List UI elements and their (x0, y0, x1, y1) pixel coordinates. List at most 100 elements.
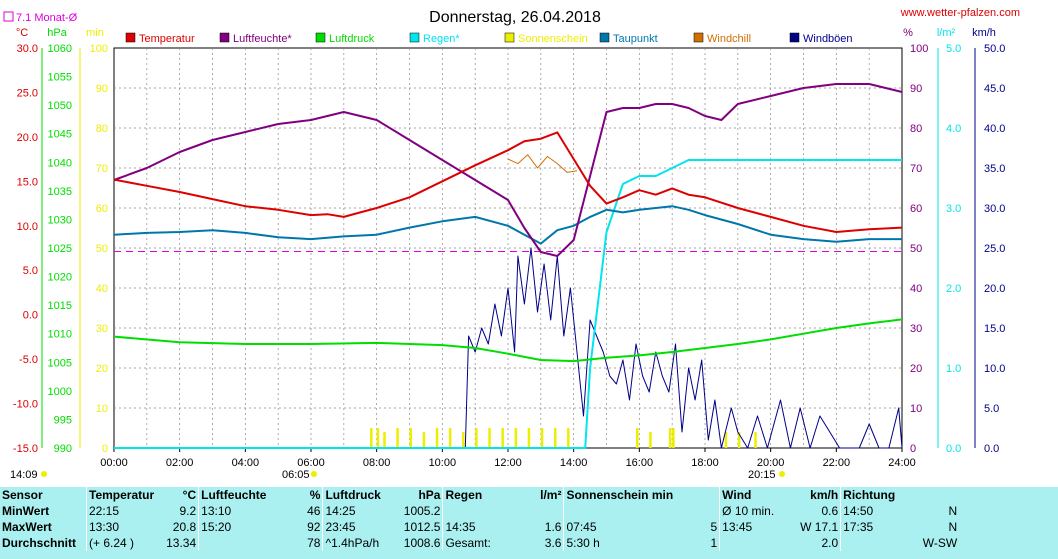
sunshine-tick-label: 100 (90, 43, 108, 55)
humidity-tick-label: 40 (910, 283, 922, 295)
sunrise-label: 06:05 (282, 469, 310, 481)
temperature-tick-label: 0.0 (23, 310, 38, 322)
stats-cell (442, 503, 510, 519)
pressure-unit-label: hPa (47, 27, 67, 39)
stats-cell: 1008.6 (403, 536, 441, 550)
sunshine-bar (501, 428, 504, 448)
pressure-tick-label: 1010 (48, 329, 72, 341)
stats-header-row: Sensor Temperatur °C Luftfeuchte % Luftd… (0, 487, 959, 503)
monthly-avg-label: 7.1 Monat-Ø (16, 12, 78, 24)
pressure-tick-label: 1060 (48, 43, 72, 55)
stats-header-wind-unit: km/h (810, 488, 839, 502)
stats-cell: 20.8 (172, 520, 197, 534)
humidity-tick-label: 100 (910, 43, 928, 55)
humidity-tick-label: 70 (910, 163, 922, 175)
stats-header-dir: Richtung (840, 487, 908, 503)
sunshine-bar (435, 428, 439, 448)
sunshine-tick-label: 50 (96, 243, 108, 255)
x-tick-label: 14:00 (560, 457, 588, 469)
sunshine-bar (448, 428, 452, 448)
rain-tick-label: 4.0 (946, 123, 961, 135)
sunshine-bar (370, 428, 373, 448)
sunshine-tick-label: 10 (96, 403, 108, 415)
humidity-tick-label: 10 (910, 403, 922, 415)
stats-cell: 15:20 (198, 519, 269, 535)
legend-swatch (504, 32, 515, 43)
stats-header-sun: Sonnenschein min (563, 487, 676, 503)
stats-cell (563, 503, 676, 519)
stats-cell: W-SW (922, 536, 958, 550)
pressure-tick-label: 1040 (48, 157, 72, 169)
wind-tick-label: 30.0 (984, 203, 1005, 215)
temperature-tick-label: 25.0 (17, 87, 38, 99)
wind-tick-label: 35.0 (984, 163, 1005, 175)
stats-cell (509, 503, 564, 519)
sunshine-tick-label: 90 (96, 83, 108, 95)
humidity-tick-label: 20 (910, 363, 922, 375)
pressure-tick-label: 1020 (48, 272, 72, 284)
temperature-unit-label: °C (16, 27, 28, 39)
humidity-unit-label: % (903, 27, 913, 39)
temperature-tick-label: -15.0 (13, 443, 38, 455)
sunshine-bar (514, 428, 518, 448)
x-tick-label: 18:00 (691, 457, 719, 469)
humidity-tick-label: 80 (910, 123, 922, 135)
legend-swatch (315, 32, 326, 43)
pressure-tick-label: 1015 (48, 300, 72, 312)
wind-tick-label: 0.0 (984, 443, 999, 455)
pressure-tick-label: 1030 (48, 214, 72, 226)
sunshine-tick-label: 20 (96, 363, 108, 375)
stats-cell: (+ 6.24 ) (86, 535, 157, 551)
sunshine-bar (383, 432, 386, 448)
rain-tick-label: 3.0 (946, 203, 961, 215)
sunshine-tick-label: 80 (96, 123, 108, 135)
pressure-tick-label: 1005 (48, 357, 72, 369)
stats-cell: ^1.4hPa/h (322, 535, 390, 551)
temperature-tick-label: 5.0 (23, 265, 38, 277)
sunshine-bar (668, 428, 672, 448)
website-link[interactable]: www.wetter-pfalzen.com (900, 7, 1020, 19)
stats-cell: 13:10 (198, 503, 269, 519)
stats-cell: 3.6 (544, 536, 562, 550)
sunshine-bar (540, 428, 544, 448)
legend-label: Temperatur (139, 33, 195, 45)
temperature-series (113, 131, 903, 233)
stats-header-sensor: Sensor (2, 488, 43, 502)
stats-cell (840, 535, 908, 551)
pressure-tick-label: 995 (54, 414, 72, 426)
x-tick-label: 22:00 (823, 457, 851, 469)
temperature-tick-label: 15.0 (17, 176, 38, 188)
sunshine-bar (396, 428, 399, 448)
temperature-tick-label: 30.0 (17, 43, 38, 55)
sunshine-bar (649, 432, 652, 448)
wind-tick-label: 50.0 (984, 43, 1005, 55)
legend-label: Windböen (803, 33, 853, 45)
pressure-tick-label: 1055 (48, 72, 72, 84)
sunshine-tick-label: 60 (96, 203, 108, 215)
legend-swatch (789, 32, 800, 43)
stats-header-temp-unit: °C (182, 488, 197, 502)
humidity-tick-label: 0 (910, 443, 916, 455)
wind-unit-label: km/h (972, 27, 996, 39)
rain-tick-label: 2.0 (946, 283, 961, 295)
sunshine-bar (737, 432, 741, 448)
x-tick-label: 02:00 (166, 457, 194, 469)
stats-cell: N (948, 504, 958, 518)
x-tick-label: 24:00 (888, 457, 916, 469)
rain-tick-label: 0.0 (946, 443, 961, 455)
stats-row-max: MaxWert 13:30 20.8 15:20 92 23:45 1012.5… (0, 519, 959, 535)
stats-row-label: Durchschnitt (2, 536, 77, 550)
stats-cell: 14:25 (322, 503, 390, 519)
rain-tick-label: 5.0 (946, 43, 961, 55)
sunrise-icon (311, 471, 317, 477)
sunshine-tick-label: 0 (102, 443, 108, 455)
sunshine-bar (488, 428, 491, 448)
pressure-tick-label: 1045 (48, 129, 72, 141)
sunshine-bar (409, 428, 412, 448)
chart-legend: Temperatur Luftfeuchte* Luftdruck Regen* Son… (125, 32, 853, 45)
rain-unit-label: l/m² (937, 27, 956, 39)
stats-cell: 13:30 (86, 519, 157, 535)
stats-cell: 5 (710, 520, 718, 534)
temperature-tick-label: 10.0 (17, 221, 38, 233)
sunshine-bar (567, 428, 570, 448)
